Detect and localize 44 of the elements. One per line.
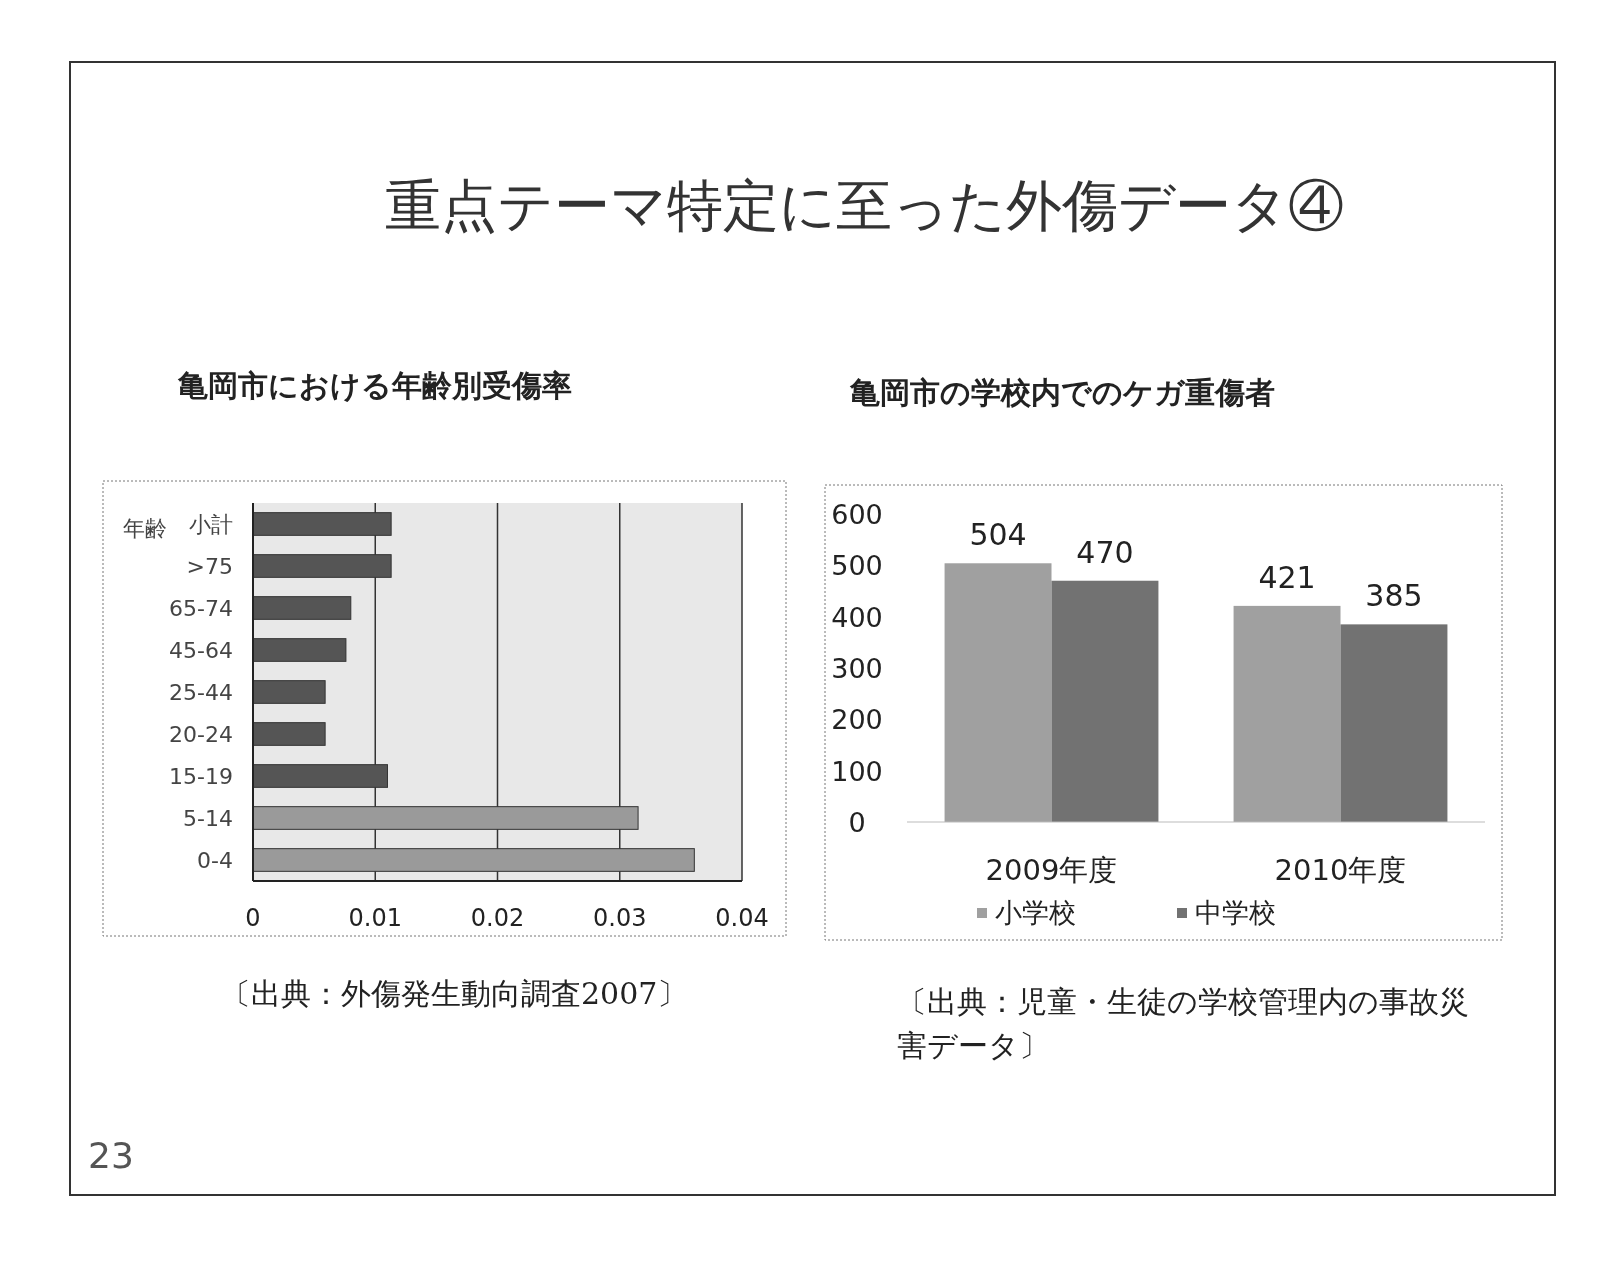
bar (252, 680, 326, 704)
legend-label: 小学校 (995, 897, 1076, 928)
x-tick-label: 0.01 (348, 904, 402, 932)
data-label: 504 (969, 517, 1027, 553)
bar (1051, 580, 1159, 822)
data-label: 470 (1076, 534, 1134, 570)
y-tick-label: 500 (831, 550, 883, 582)
y-tick-label: 200 (831, 704, 883, 736)
text: 〔出典：児童・生徒の学校管理内の事故災害データ〕 (897, 984, 1469, 1063)
data-label: 421 (1258, 559, 1316, 595)
y-tick-label: 5-14 (183, 806, 233, 831)
x-tick-label: 0.04 (715, 904, 769, 932)
chart-title: 亀岡市における年齢別受傷率 (177, 368, 572, 403)
x-tick-label: 2010年度 (1274, 853, 1407, 887)
legend-label: 中学校 (1195, 897, 1276, 928)
bar (1340, 624, 1448, 822)
y-tick-label: 20-24 (169, 722, 233, 747)
y-tick-label: 300 (831, 653, 883, 684)
x-tick-label: 2009年度 (985, 853, 1118, 887)
y-axis-title: 年齢 (123, 516, 167, 541)
bar (252, 638, 347, 662)
y-tick-label: 65-74 (169, 596, 233, 621)
y-tick-label: 25-44 (169, 680, 233, 705)
x-tick-label: 0.03 (593, 904, 647, 932)
bar (252, 596, 352, 620)
y-tick-label: 0 (848, 807, 866, 838)
y-tick-label: 45-64 (169, 638, 233, 663)
text: 〔出典：外傷発生動向調査2007〕 (221, 976, 688, 1011)
data-label: 385 (1365, 578, 1423, 614)
y-tick-label: 100 (831, 755, 883, 787)
y-tick-label: 15-19 (169, 764, 233, 789)
chart-title: 亀岡市の学校内でのケガ重傷者 (849, 375, 1275, 410)
text: 重点テーマ特定に至った外傷データ④ (385, 173, 1344, 238)
x-tick-label: 0.02 (470, 904, 525, 932)
text: 23 (88, 1135, 134, 1176)
bar (252, 722, 326, 746)
x-tick-label: 0 (245, 904, 261, 932)
bar (1233, 605, 1341, 822)
y-tick-label: >75 (186, 554, 233, 579)
y-tick-label: 600 (831, 499, 883, 530)
bar (944, 563, 1052, 822)
y-tick-label: 400 (831, 601, 883, 633)
y-tick-label: 小計 (189, 512, 233, 537)
y-tick-label: 0-4 (197, 848, 233, 873)
